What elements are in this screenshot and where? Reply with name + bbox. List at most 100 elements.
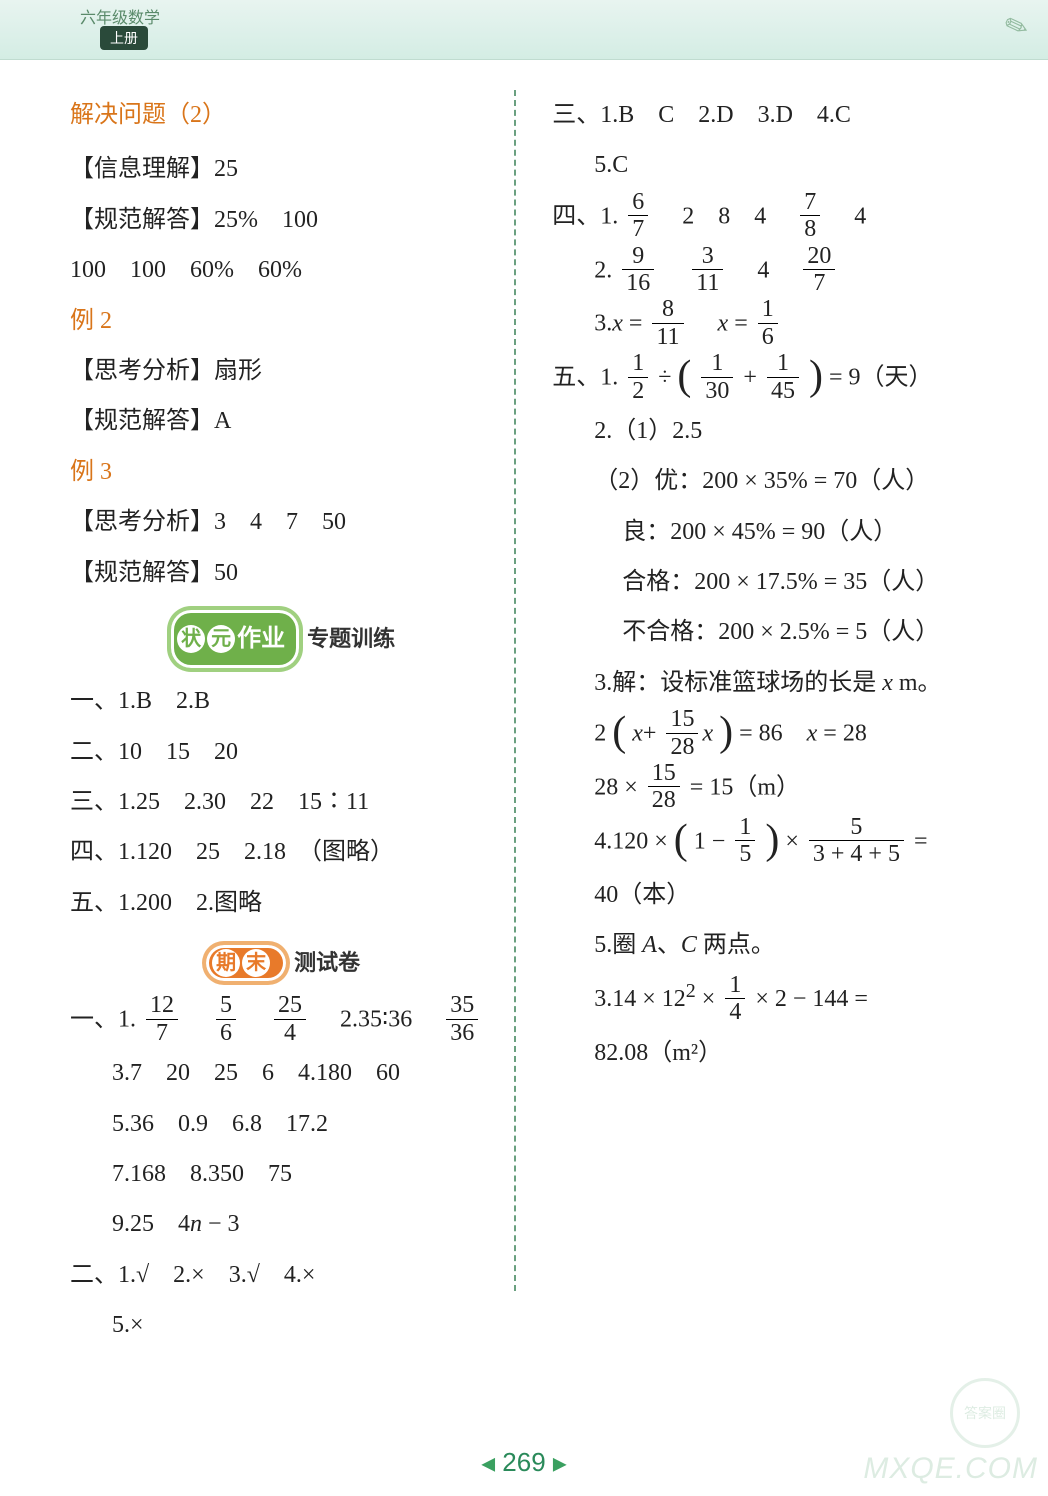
fraction: 207: [803, 243, 835, 297]
line-1: 一、1.B 2.B: [70, 676, 496, 726]
triangle-right-icon: ▶: [553, 1454, 567, 1474]
text: 2 8 4: [682, 203, 766, 229]
solve-title: 解决问题（2）: [70, 90, 496, 140]
tail: = 9（天）: [829, 365, 933, 391]
paren-open: (: [674, 817, 688, 863]
yi-3: 3.7 20 25 6 4.180 60: [70, 1048, 496, 1098]
text: − 3: [202, 1211, 240, 1237]
wu-3-text: 3.解：设标准篮球场的长是 x m。: [552, 658, 970, 708]
text: m。: [893, 670, 942, 696]
yi-5: 5.36 0.9 6.8 17.2: [70, 1099, 496, 1149]
text: = 15（m）: [690, 774, 800, 800]
op-div: ÷: [658, 365, 677, 391]
badge-char-1: 状: [177, 625, 205, 653]
si-2: 2. 916 311 4 207: [552, 245, 970, 299]
prefix: 2.: [594, 257, 612, 283]
wu-5-eq: 3.14 × 122 × 14 × 2 − 144 =: [552, 970, 970, 1027]
si-1: 四、1. 67 2 8 4 78 4: [552, 191, 970, 245]
wu-3-eq2: 28 × 1528 = 15（m）: [552, 762, 970, 816]
var-x: x: [807, 721, 818, 747]
paren-close: ): [809, 353, 823, 399]
wu-2-4: 合格：200 × 17.5% = 35（人）: [552, 557, 970, 607]
wu-4-res: 40（本）: [552, 870, 970, 920]
column-divider: [514, 90, 516, 1291]
std-3: 【规范解答】50: [70, 548, 496, 598]
page-header: 六年级数学 上册 ✎: [0, 0, 1048, 60]
text: 2.35∶36: [340, 1007, 412, 1033]
wu-5-text: 5.圈 A、C 两点。: [552, 920, 970, 970]
text: 28 ×: [594, 774, 644, 800]
badge-suffix: 专题训练: [307, 616, 395, 662]
superscript: 2: [686, 980, 696, 1002]
san-5: 5.C: [552, 140, 970, 190]
line-2: 二、10 15 20: [70, 727, 496, 777]
content-area: 解决问题（2） 【信息理解】25 【规范解答】25% 100 100 100 6…: [0, 60, 1048, 1351]
wu-5-res: 82.08（m²）: [552, 1028, 970, 1078]
fraction: 16: [758, 296, 778, 350]
var-c: C: [681, 932, 697, 958]
watermark-circle: 答案圈: [950, 1378, 1020, 1448]
text: 9.25 4: [112, 1211, 190, 1237]
fraction: 15: [735, 814, 755, 868]
line-3: 三、1.25 2.30 22 15∶11: [70, 777, 496, 827]
var-x: x: [882, 670, 893, 696]
badge-text: 作业: [237, 614, 285, 664]
wu-2-3: 良：200 × 45% = 90（人）: [552, 507, 970, 557]
text: 2: [594, 721, 612, 747]
text: 3.解：设标准篮球场的长是: [594, 670, 882, 696]
var-x: x: [632, 721, 643, 747]
badge-suffix: 测试卷: [294, 940, 360, 986]
example-3: 例 3: [70, 447, 496, 497]
eq: =: [728, 311, 754, 337]
text: 1 −: [694, 828, 732, 854]
wu-2-2: （2）优：200 × 35% = 70（人）: [552, 456, 970, 506]
fraction: 916: [622, 243, 654, 297]
fraction: 12: [628, 350, 648, 404]
badge-char-1: 期: [212, 949, 240, 977]
text: =: [914, 828, 928, 854]
fraction: 78: [800, 189, 820, 243]
var-x: x: [612, 311, 623, 337]
prefix: 一、1.: [70, 1007, 136, 1033]
triangle-left-icon: ◀: [481, 1454, 495, 1474]
paren-open: (: [677, 353, 691, 399]
si-3: 3.x = 811 x = 16: [552, 298, 970, 352]
prefix: 四、1.: [552, 203, 618, 229]
op-plus: +: [643, 721, 657, 747]
var-x: x: [702, 721, 713, 747]
fraction: 130: [701, 350, 733, 404]
watermark-text: MXQE.COM: [863, 1452, 1038, 1486]
fraction: 254: [274, 992, 306, 1046]
text: 3.14 × 12: [594, 986, 686, 1012]
eq: =: [623, 311, 649, 337]
fraction: 53 + 4 + 5: [809, 814, 904, 868]
op-plus: +: [743, 365, 763, 391]
text: ×: [696, 986, 722, 1012]
line-4: 四、1.120 25 2.18 （图略）: [70, 827, 496, 877]
std-ans-1a: 【规范解答】25% 100: [70, 195, 496, 245]
er-line: 二、1.√ 2.× 3.√ 4.×: [70, 1250, 496, 1300]
std-ans-1b: 100 100 60% 60%: [70, 245, 496, 295]
yi-9: 9.25 4n − 3: [70, 1199, 496, 1249]
var-n: n: [190, 1211, 202, 1237]
text: = 28: [817, 721, 867, 747]
line-5: 五、1.200 2.图略: [70, 878, 496, 928]
var-a: A: [642, 932, 657, 958]
er-5: 5.×: [70, 1300, 496, 1350]
paren-close: ): [719, 709, 733, 755]
text: 4: [757, 257, 769, 283]
topic-training-badge: 状 元 作业 专题训练: [70, 610, 496, 668]
text: 4.120 ×: [594, 828, 674, 854]
text: 4: [854, 203, 866, 229]
text: ×: [785, 828, 805, 854]
volume-badge: 上册: [100, 26, 148, 50]
fraction: 311: [692, 243, 723, 297]
prefix: 五、1.: [552, 365, 618, 391]
fraction: 14: [725, 972, 745, 1026]
badge-char-2: 元: [207, 625, 235, 653]
fraction: 145: [767, 350, 799, 404]
fraction: 67: [628, 189, 648, 243]
right-column: 三、1.B C 2.D 3.D 4.C 5.C 四、1. 67 2 8 4 78…: [520, 90, 970, 1351]
wu-4-eq: 4.120 × ( 1 − 15 ) × 53 + 4 + 5 =: [552, 816, 970, 870]
yi-7: 7.168 8.350 75: [70, 1149, 496, 1199]
